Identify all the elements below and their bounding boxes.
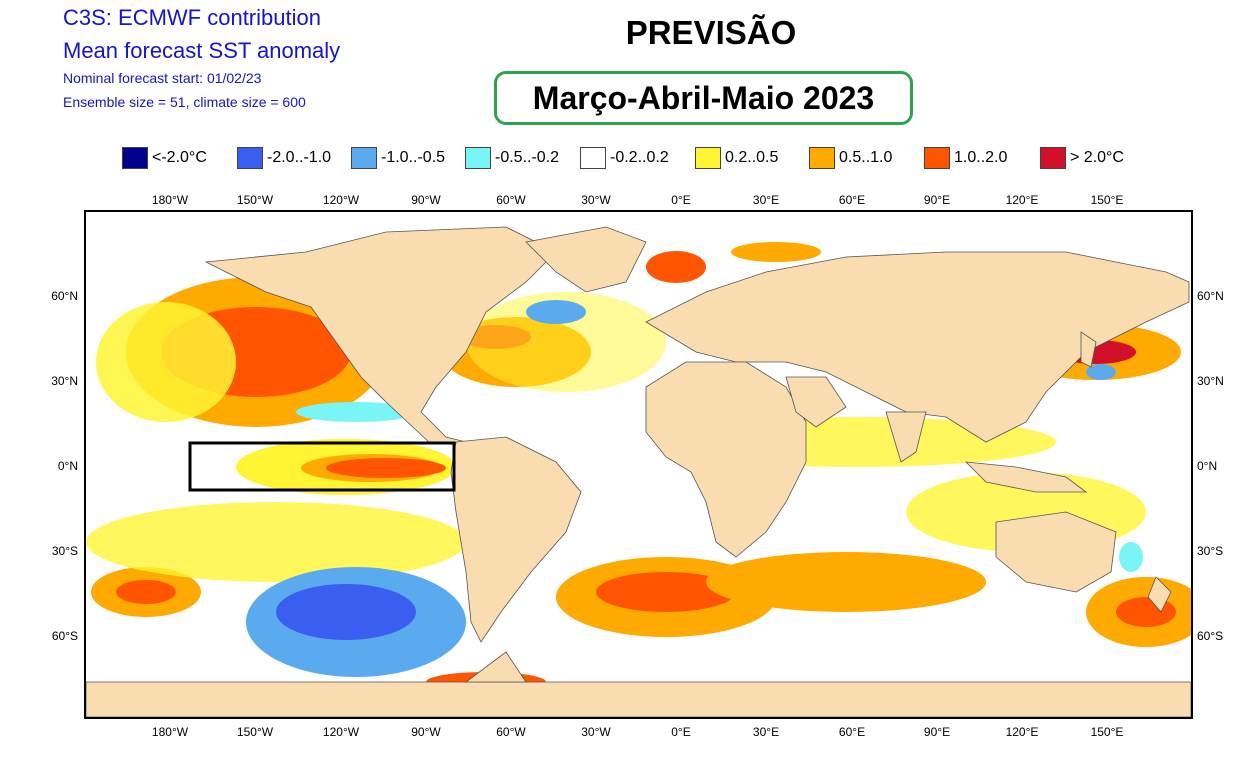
lon-tick-label: 120°E [1005, 193, 1039, 207]
legend-swatch [351, 147, 377, 169]
legend-label: > 2.0°C [1070, 149, 1124, 166]
legend-swatch [924, 147, 950, 169]
lon-tick-label: 30°W [581, 193, 611, 207]
lon-tick-label: 150°W [236, 193, 274, 207]
lat-tick-label: 60°S [1197, 629, 1224, 643]
legend-swatch [237, 147, 263, 169]
greenland [525, 226, 647, 293]
africa [645, 361, 807, 558]
legend-swatch [465, 147, 491, 169]
lon-tick-label: 30°E [752, 193, 780, 207]
nino-warm-core [326, 458, 446, 478]
legend-label: 0.5..1.0 [839, 149, 893, 166]
antarctica [86, 681, 1191, 717]
land [86, 226, 1191, 717]
product-title: C3S: ECMWF contribution [63, 5, 321, 30]
lon-tick-label: 120°W [322, 725, 360, 739]
lon-tick-label: 60°W [496, 725, 526, 739]
lon-tick-label: 0°E [671, 725, 691, 739]
lon-tick-label: 120°E [1005, 725, 1039, 739]
lon-tick-label: 150°E [1090, 193, 1124, 207]
legend-label: -0.2..0.2 [610, 149, 669, 166]
lon-tick-label: 180°W [151, 193, 189, 207]
europe-asia [645, 251, 1190, 443]
season-box: Março-Abril-Maio 2023 [494, 71, 913, 125]
lon-tick-label: 30°W [581, 725, 611, 739]
legend-item: > 2.0°C [1040, 147, 1124, 169]
lat-tick-label: 0°N [1197, 459, 1218, 473]
indonesia [964, 461, 1088, 493]
legend-label: -0.5..-0.2 [495, 149, 560, 166]
lat-tick-label: 30°S [1197, 544, 1224, 558]
lon-tick-label: 150°W [236, 725, 274, 739]
lat-tick-label: 60°S [51, 629, 78, 643]
lon-tick-label: 150°E [1090, 725, 1124, 739]
lon-tick-label: 60°E [838, 193, 866, 207]
legend-label: 1.0..2.0 [954, 149, 1008, 166]
lon-tick-label: 120°W [322, 193, 360, 207]
ensemble-size: Ensemble size = 51, climate size = 600 [63, 94, 306, 110]
field-title: Mean forecast SST anomaly [63, 38, 341, 63]
legend-swatch [1040, 147, 1066, 169]
legend-item: -0.2..0.2 [580, 147, 669, 169]
south-america [450, 436, 582, 643]
lon-tick-label: 90°W [411, 725, 441, 739]
lat-tick-label: 60°N [51, 289, 78, 303]
lat-tick-label: 30°N [1197, 374, 1224, 388]
map-canvas [86, 212, 1191, 717]
lat-tick-label: 0°N [57, 459, 78, 473]
sst-anomaly-map [84, 210, 1193, 719]
lon-tick-label: 60°W [496, 193, 526, 207]
arabia [785, 376, 847, 428]
north-atlantic-warm [646, 251, 706, 283]
nino-region-box [188, 441, 456, 492]
lat-tick-label: 60°N [1197, 289, 1224, 303]
lon-tick-label: 0°E [671, 193, 691, 207]
legend-item: -1.0..-0.5 [351, 147, 445, 169]
antarctic-peninsula [464, 651, 527, 683]
legend-swatch [809, 147, 835, 169]
legend-swatch [695, 147, 721, 169]
south-indian-warm [706, 552, 986, 612]
lon-tick-label: 90°W [411, 193, 441, 207]
lon-tick-label: 30°E [752, 725, 780, 739]
legend-item: -0.5..-0.2 [465, 147, 559, 169]
legend-label: 0.2..0.5 [725, 149, 779, 166]
lon-tick-label: 180°W [151, 725, 189, 739]
japan [1080, 331, 1097, 368]
forecast-start: Nominal forecast start: 01/02/23 [63, 70, 262, 86]
legend-label: <-2.0°C [152, 149, 207, 166]
headline: PREVISÃO [625, 14, 797, 51]
legend-label: -2.0..-1.0 [267, 149, 332, 166]
season-label: Março-Abril-Maio 2023 [532, 79, 875, 116]
anomaly-cool-patches [246, 300, 1143, 677]
legend-label: -1.0..-0.5 [381, 149, 446, 166]
legend-item: <-2.0°C [122, 147, 207, 169]
north-america [204, 226, 557, 445]
new-zealand [1147, 576, 1172, 613]
australia [995, 511, 1117, 593]
legend-swatch [122, 147, 148, 169]
lon-tick-label: 90°E [923, 193, 951, 207]
legend-item: -2.0..-1.0 [237, 147, 331, 169]
legend-swatch [580, 147, 606, 169]
lon-tick-label: 60°E [838, 725, 866, 739]
legend-item: 1.0..2.0 [924, 147, 1007, 169]
india [885, 411, 927, 463]
lat-tick-label: 30°N [51, 374, 78, 388]
legend-item: 0.5..1.0 [809, 147, 892, 169]
lat-tick-label: 30°S [51, 544, 78, 558]
legend-item: 0.2..0.5 [695, 147, 778, 169]
lon-tick-label: 90°E [923, 725, 951, 739]
